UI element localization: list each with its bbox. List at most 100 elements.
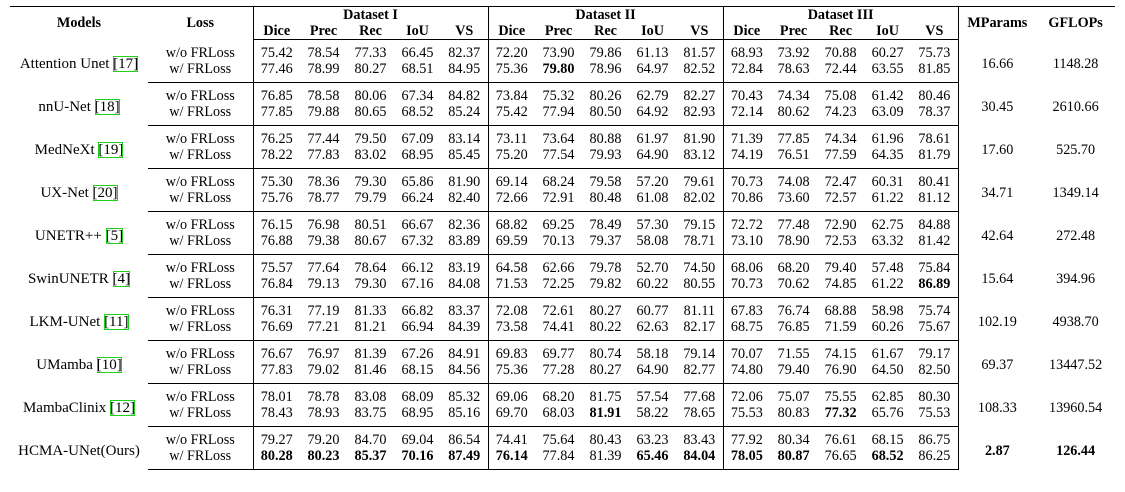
mparams-cell: 15.64 xyxy=(957,254,1037,298)
citation[interactable]: [10] xyxy=(96,356,122,373)
metric-value: 83.02 xyxy=(347,147,394,169)
citation[interactable]: [18] xyxy=(94,98,120,115)
table-row: UX-Net [20] w/o FRLoss 75.30 78.36 79.30 65.8… xyxy=(10,168,1115,212)
metric-value: 68.15 xyxy=(394,362,441,384)
metric-value: 64.50 xyxy=(864,362,912,384)
metric-header: Dice xyxy=(487,23,536,40)
metric-value: 81.21 xyxy=(347,319,394,341)
loss-cell: w/ FRLoss xyxy=(148,448,253,470)
metric-value: 68.24 xyxy=(542,174,575,190)
metric-value: 83.75 xyxy=(347,405,394,427)
metric-value: 79.40 xyxy=(824,260,857,276)
citation[interactable]: [20] xyxy=(92,184,118,201)
metric-value: 81.85 xyxy=(911,61,959,83)
gflops-cell: 13447.52 xyxy=(1049,356,1103,373)
metric-value: 68.20 xyxy=(777,260,810,276)
table-row: w/ FRLoss 75.76 78.77 79.79 66.24 82.40 72.66 7… xyxy=(10,190,1115,212)
metric-value: 66.82 xyxy=(401,303,434,319)
metric-value: 75.30 xyxy=(252,168,300,190)
metric-value: 80.88 xyxy=(589,131,622,147)
metric-value: 84.56 xyxy=(441,362,489,384)
gflops-cell: 13960.54 xyxy=(1049,399,1103,416)
header-cell: Models xyxy=(10,6,148,40)
metric-value: 82.27 xyxy=(683,88,716,104)
table-row: LKM-UNet [11] w/o FRLoss 76.31 77.19 81.33 66… xyxy=(10,297,1115,341)
metric-value: 78.22 xyxy=(252,147,300,169)
metric-value: 73.92 xyxy=(777,45,810,61)
metric-value: 76.67 xyxy=(252,340,300,362)
citation[interactable]: [19] xyxy=(98,141,124,158)
citation[interactable]: [11] xyxy=(104,313,129,330)
model-cell: MedNeXt [19] xyxy=(10,126,148,169)
model-name: HCMA-UNet(Ours) xyxy=(18,442,140,459)
metric-value: 75.55 xyxy=(824,389,857,405)
metric-value: 61.67 xyxy=(871,346,904,362)
metric-value: 84.04 xyxy=(676,448,724,470)
metric-value: 80.67 xyxy=(347,233,394,255)
metric-value: 78.05 xyxy=(722,448,771,470)
metric-value: 57.30 xyxy=(636,217,669,233)
metric-value: 71.39 xyxy=(722,125,771,147)
metric-value: 78.71 xyxy=(676,233,724,255)
metric-value: 72.53 xyxy=(817,233,865,255)
metric-value: 57.54 xyxy=(636,389,669,405)
metric-header: Prec xyxy=(300,23,347,40)
citation[interactable]: [5] xyxy=(105,227,124,244)
metric-value: 82.93 xyxy=(676,104,724,126)
metric-value: 86.54 xyxy=(448,432,481,448)
metric-value: 72.61 xyxy=(542,303,575,319)
metric-value: 68.75 xyxy=(722,319,771,341)
loss-cell: w/ FRLoss xyxy=(148,147,253,169)
metric-value: 83.37 xyxy=(448,303,481,319)
model-cell: SwinUNETR [4] xyxy=(10,255,148,298)
metric-value: 75.07 xyxy=(777,389,810,405)
metric-value: 83.89 xyxy=(441,233,489,255)
metric-value: 78.61 xyxy=(918,131,951,147)
citation[interactable]: [4] xyxy=(112,270,131,287)
metric-value: 77.19 xyxy=(307,303,340,319)
mparams-cell: 102.19 xyxy=(957,297,1037,341)
gflops-cell: 394.96 xyxy=(1056,270,1096,287)
gflops-cell: 525.70 xyxy=(1056,141,1096,158)
metric-header: VS xyxy=(911,23,959,40)
model-cell: Attention Unet [17] xyxy=(10,40,148,83)
metric-value: 86.75 xyxy=(918,432,951,448)
table-row: w/ FRLoss 76.69 77.21 81.21 66.94 84.39 73.58 7… xyxy=(10,319,1115,341)
table-row: MambaClinix [12] w/o FRLoss 78.01 78.78 83.0… xyxy=(10,383,1115,427)
metric-value: 68.52 xyxy=(394,104,441,126)
metric-value: 58.08 xyxy=(629,233,677,255)
metric-value: 84.82 xyxy=(448,88,481,104)
model-cell: MambaClinix [12] xyxy=(10,384,148,427)
metric-value: 70.73 xyxy=(722,276,771,298)
metric-value: 74.80 xyxy=(722,362,771,384)
citation[interactable]: [17] xyxy=(113,55,139,72)
metric-value: 80.74 xyxy=(589,346,622,362)
metric-value: 86.25 xyxy=(911,448,959,470)
metric-header: IoU xyxy=(629,23,677,40)
metric-value: 67.83 xyxy=(722,297,771,319)
metric-value: 76.85 xyxy=(252,82,300,104)
metric-value: 60.77 xyxy=(636,303,669,319)
metric-value: 72.20 xyxy=(487,39,536,61)
metric-value: 80.22 xyxy=(582,319,630,341)
metric-value: 80.06 xyxy=(354,88,387,104)
metric-value: 65.76 xyxy=(864,405,912,427)
metric-value: 68.82 xyxy=(487,211,536,233)
metric-value: 76.98 xyxy=(307,217,340,233)
citation[interactable]: [12] xyxy=(110,399,136,416)
table-row: w/ FRLoss 78.22 77.83 83.02 68.95 85.45 75.20 7… xyxy=(10,147,1115,169)
metric-value: 78.43 xyxy=(252,405,300,427)
metric-value: 69.14 xyxy=(487,168,536,190)
metric-value: 68.51 xyxy=(394,61,441,83)
metric-value: 72.47 xyxy=(824,174,857,190)
model-cell: UMamba [10] xyxy=(10,341,148,384)
metric-value: 76.97 xyxy=(307,346,340,362)
metric-value: 80.26 xyxy=(589,88,622,104)
metric-value: 69.70 xyxy=(487,405,536,427)
metric-value: 76.69 xyxy=(252,319,300,341)
metric-value: 75.74 xyxy=(918,303,951,319)
loss-cell: w/o FRLoss xyxy=(165,389,235,405)
metric-value: 73.58 xyxy=(487,319,536,341)
metric-value: 69.77 xyxy=(542,346,575,362)
metric-header: Rec xyxy=(817,23,865,40)
